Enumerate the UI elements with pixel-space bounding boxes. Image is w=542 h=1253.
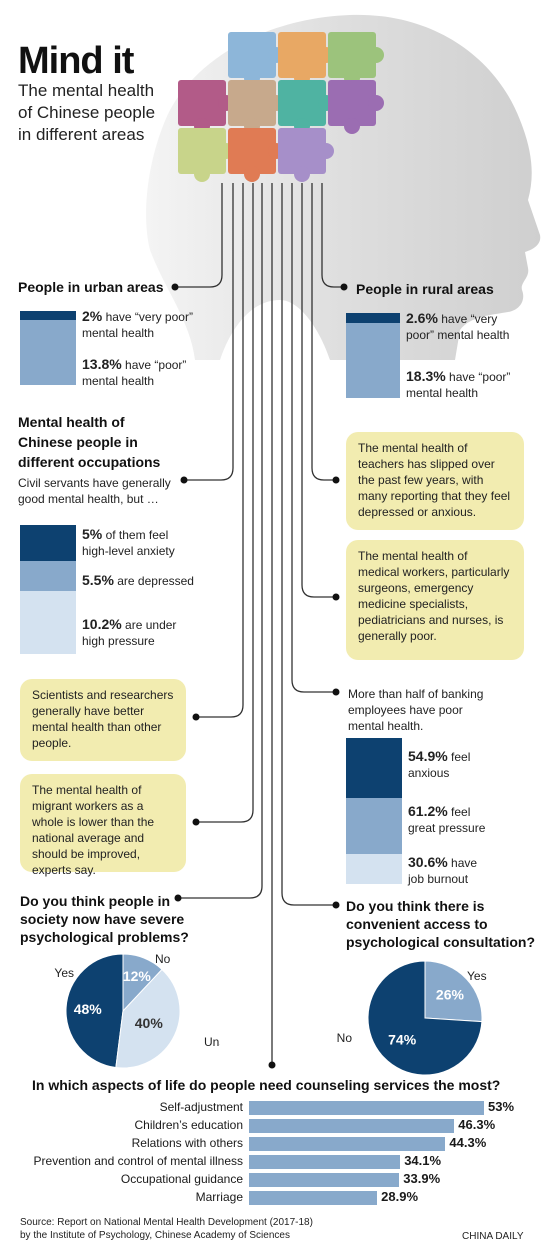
urban-poor-bar	[20, 320, 76, 385]
bar-value-label: 34.1%	[404, 1153, 442, 1168]
puzzle-piece	[228, 80, 276, 126]
depressed-text: 5.5% are depressed	[82, 572, 194, 588]
banking-burnout-bar	[346, 854, 402, 884]
connector-dot	[268, 1061, 276, 1069]
puzzle-piece	[178, 80, 226, 126]
bar-category-label: Self-adjustment	[159, 1100, 243, 1114]
pie-slice-unsure	[115, 968, 181, 1069]
rural-very-poor-bar	[346, 313, 400, 323]
connector-dot	[340, 283, 348, 291]
pressure-text: 10.2% are under high pressure	[82, 616, 177, 648]
pie-value-label: 26%	[436, 987, 465, 1003]
page-title: Mind it	[18, 40, 134, 82]
rural-very-poor-text: 2.6% have “very poor” mental health	[406, 310, 510, 342]
pie-slice-yes	[424, 960, 483, 1023]
bar-chart-counseling: Self-adjustment 53% Children’s education 46…	[0, 1099, 542, 1210]
banking-anxious-bar	[346, 738, 402, 798]
medical-note: The mental health of medical workers, pa…	[346, 540, 524, 660]
puzzle-piece	[178, 128, 226, 174]
puzzle-piece	[228, 128, 276, 174]
connector-dot	[192, 818, 200, 826]
page-subtitle: The mental health of Chinese people in d…	[18, 81, 156, 144]
pie-chart-severe-problems: 48% Yes 12%No 40% Unsure	[54, 952, 220, 1069]
banking-pressure-bar	[346, 798, 402, 854]
connector-dot	[332, 688, 340, 696]
connector-dot	[332, 476, 340, 484]
urban-very-poor-text: 2% have “very poor” mental health	[82, 308, 193, 340]
pie-slice-yes	[65, 953, 124, 1069]
puzzle-piece	[278, 128, 326, 174]
connector-dot	[174, 894, 182, 902]
banking-intro: More than half of banking employees have …	[348, 687, 484, 733]
puzzle-piece	[328, 80, 376, 126]
connector-dot	[332, 593, 340, 601]
bar	[249, 1155, 401, 1169]
depressed-bar	[20, 561, 76, 591]
anxiety-text: 5% of them feel high-level anxiety	[82, 526, 175, 558]
connector-dot	[180, 476, 188, 484]
banking-burnout-text: 30.6% have job burnout	[408, 854, 478, 886]
bar-value-label: 28.9%	[381, 1189, 419, 1204]
puzzle-piece	[278, 32, 326, 78]
pie-value-label: 40%	[135, 1015, 164, 1031]
scientists-note: Scientists and researchers generally hav…	[20, 679, 186, 761]
anxiety-bar	[20, 525, 76, 561]
puzzle-piece	[278, 80, 326, 126]
credit: CHINA DAILY	[462, 1231, 524, 1242]
bar	[249, 1191, 378, 1205]
bar-value-label: 33.9%	[403, 1171, 441, 1186]
urban-very-poor-bar	[20, 311, 76, 320]
bar	[249, 1101, 484, 1115]
bar	[249, 1119, 455, 1133]
bar-value-label: 53%	[488, 1099, 515, 1114]
pie-category-label: Yes	[467, 969, 487, 983]
bar-category-label: Occupational guidance	[120, 1172, 243, 1186]
puzzle-piece	[228, 32, 276, 78]
pie2-title: Do you think there is convenient access t…	[346, 898, 536, 950]
civil-servants-text: Civil servants have generally good mental…	[18, 476, 171, 506]
occupations-heading: Mental health of Chinese people in differe…	[18, 414, 161, 470]
bar	[249, 1173, 400, 1187]
bar-chart-title: In which aspects of life do people need …	[32, 1077, 501, 1093]
pressure-bar	[20, 591, 76, 654]
pie-category-label: No	[337, 1031, 353, 1045]
urban-poor-text: 13.8% have “poor” mental health	[82, 356, 187, 388]
banking-pressure-text: 61.2% feel great pressure	[408, 803, 486, 835]
pie-category-label: No	[155, 952, 171, 966]
puzzle-pieces-icon	[178, 32, 384, 182]
connector-dot	[192, 713, 200, 721]
rural-poor-bar	[346, 323, 400, 398]
bar-category-label: Children’s education	[134, 1118, 243, 1132]
bar-category-label: Relations with others	[131, 1136, 243, 1150]
pie1-title: Do you think people in society now have s…	[20, 893, 189, 945]
pie-chart-consultation-access: 26%Yes 74% No	[337, 960, 487, 1075]
pie-value-label: 74%	[388, 1031, 417, 1047]
source-note: Source: Report on National Mental Health…	[20, 1217, 313, 1241]
pie-value-label: 48%	[74, 1001, 103, 1017]
rural-heading: People in rural areas	[356, 281, 494, 297]
connector-dot	[332, 901, 340, 909]
bar-value-label: 46.3%	[458, 1117, 496, 1132]
puzzle-piece	[328, 32, 376, 78]
urban-heading: People in urban areas	[18, 279, 164, 295]
pie-value-label: 12%	[123, 968, 152, 984]
bar-category-label: Prevention and control of mental illness	[33, 1154, 243, 1168]
teachers-note: The mental health of teachers has slippe…	[346, 432, 524, 530]
banking-anxious-text: 54.9% feel anxious	[408, 748, 471, 780]
bar	[249, 1137, 446, 1151]
rural-poor-text: 18.3% have “poor” mental health	[406, 368, 511, 400]
migrant-note: The mental health of migrant workers as …	[20, 774, 186, 877]
pie-slice-no	[367, 960, 483, 1075]
bar-category-label: Marriage	[195, 1190, 243, 1204]
pie-category-label: Unsure	[204, 1035, 220, 1049]
pie-category-label: Yes	[54, 966, 74, 980]
bar-value-label: 44.3%	[449, 1135, 487, 1150]
connector-dot	[171, 283, 179, 291]
